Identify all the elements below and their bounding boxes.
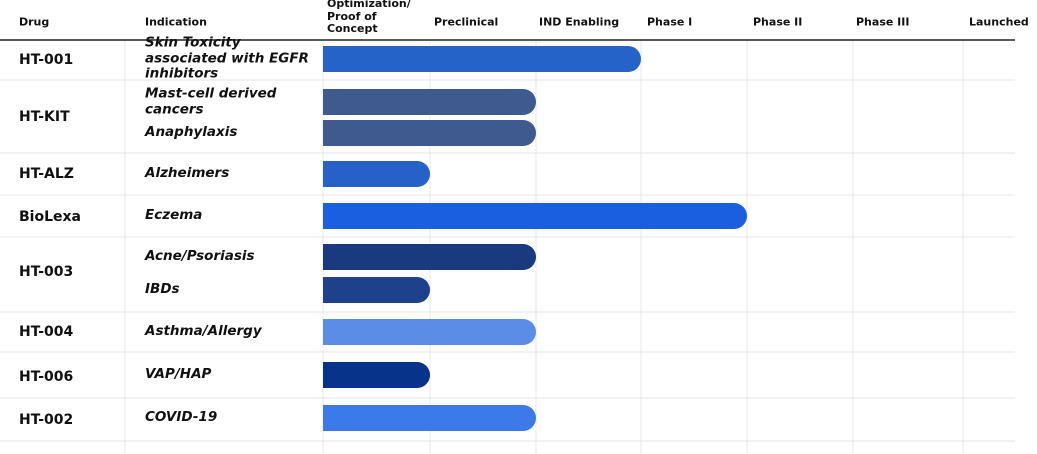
drug-name: HT-001 bbox=[19, 51, 74, 68]
stage-header: Phase II bbox=[753, 15, 803, 29]
header-indication: Indication bbox=[145, 15, 207, 29]
progress-bar-square bbox=[323, 120, 337, 146]
stage-header: Preclinical bbox=[434, 15, 499, 29]
progress-bar-square bbox=[323, 277, 337, 303]
indication-name: VAP/HAP bbox=[145, 366, 212, 383]
progress-bar-square bbox=[323, 89, 337, 115]
header-drug: Drug bbox=[19, 15, 50, 29]
progress-bar bbox=[323, 277, 430, 303]
drug-name: BioLexa bbox=[19, 208, 81, 225]
indication-name: Asthma/Allergy bbox=[145, 323, 262, 340]
progress-bar bbox=[323, 161, 430, 187]
drug-name: HT-003 bbox=[19, 263, 74, 280]
progress-bar-square bbox=[323, 362, 337, 388]
progress-bar-square bbox=[323, 203, 337, 229]
progress-bar bbox=[323, 405, 536, 431]
indication-name: Acne/Psoriasis bbox=[145, 248, 255, 265]
progress-bar-square bbox=[323, 161, 337, 187]
indication-name: Skin Toxicity associated with EGFR inhib… bbox=[145, 34, 309, 82]
progress-bar bbox=[323, 362, 430, 388]
indication-name: Anaphylaxis bbox=[145, 124, 238, 141]
stage-header: Optimization/ Proof of Concept bbox=[327, 0, 411, 36]
indication-name: IBDs bbox=[145, 281, 180, 298]
indication-name: Mast-cell derived cancers bbox=[145, 85, 277, 117]
progress-bar bbox=[323, 203, 747, 229]
drug-name: HT-KIT bbox=[19, 108, 70, 125]
drug-name: HT-002 bbox=[19, 411, 74, 428]
progress-bar bbox=[323, 120, 536, 146]
progress-bar bbox=[323, 244, 536, 270]
stage-header: Phase I bbox=[647, 15, 693, 29]
indication-name: Eczema bbox=[145, 207, 203, 224]
indication-name: COVID-19 bbox=[145, 409, 218, 426]
stage-header: IND Enabling bbox=[539, 15, 620, 29]
drug-name: HT-004 bbox=[19, 323, 74, 340]
progress-bar-square bbox=[323, 244, 337, 270]
indication-name: Alzheimers bbox=[145, 165, 230, 182]
progress-bar bbox=[323, 46, 641, 72]
stage-header: Phase III bbox=[856, 15, 910, 29]
stage-header: Launched bbox=[969, 15, 1029, 29]
progress-bar-square bbox=[323, 319, 337, 345]
drug-name: HT-006 bbox=[19, 368, 74, 385]
progress-bar bbox=[323, 319, 536, 345]
progress-bar-square bbox=[323, 46, 337, 72]
progress-bar bbox=[323, 89, 536, 115]
progress-bar-square bbox=[323, 405, 337, 431]
drug-name: HT-ALZ bbox=[19, 165, 74, 182]
